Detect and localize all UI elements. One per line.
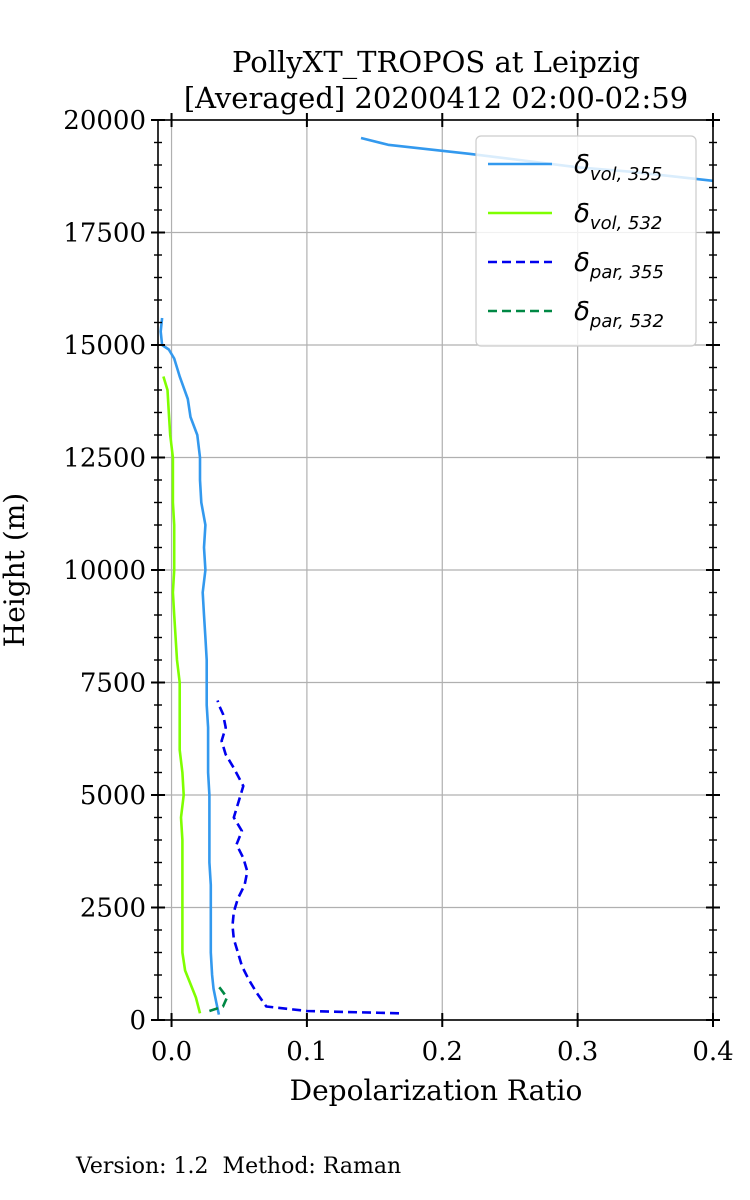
legend-subscript: vol, 532 — [590, 213, 662, 234]
series-line-par-355-3 — [216, 700, 400, 1015]
y-tick-label: 15000 — [63, 331, 146, 361]
y-tick-label: 0 — [129, 1006, 146, 1036]
legend-symbol: δ — [574, 150, 590, 180]
legend-entry: δpar, 532 — [574, 297, 664, 332]
legend-entry: δpar, 355 — [574, 248, 664, 283]
legend-symbol: δ — [574, 297, 590, 327]
legend-symbol: δ — [574, 248, 590, 278]
x-axis-label: Depolarization Ratio — [290, 1074, 583, 1107]
x-tick-label: 0.1 — [286, 1037, 327, 1067]
legend-subscript: par, 532 — [589, 311, 664, 332]
y-tick-label: 2500 — [80, 894, 146, 924]
x-tick-label: 0.4 — [692, 1037, 733, 1067]
x-tick-label: 0.0 — [151, 1037, 192, 1067]
legend-entry: δvol, 532 — [574, 199, 662, 234]
y-tick-label: 12500 — [63, 444, 146, 474]
y-axis-label: Height (m) — [0, 493, 31, 647]
version-label: Version: 1.2 — [76, 1154, 209, 1179]
method-label: Method: Raman — [222, 1154, 402, 1179]
x-tick-label: 0.3 — [557, 1037, 598, 1067]
legend-entry: δvol, 355 — [574, 150, 662, 185]
legend-subscript: par, 355 — [589, 262, 664, 283]
y-tick-label: 20000 — [63, 106, 146, 136]
legend-symbol: δ — [574, 199, 590, 229]
series-line-vol-532-2 — [162, 376, 202, 1014]
y-tick-label: 7500 — [80, 669, 146, 699]
series-line-vol-355-0 — [159, 317, 221, 1015]
y-tick-label: 10000 — [63, 556, 146, 586]
chart-title-line2: [Averaged] 20200412 02:00-02:59 — [184, 81, 688, 115]
legend-box — [475, 135, 697, 347]
x-tick-label: 0.2 — [422, 1037, 463, 1067]
legend-subscript: vol, 355 — [590, 164, 662, 185]
footer: Version: 1.2 Method: Raman — [76, 1154, 401, 1179]
chart-title-line1: PollyXT_TROPOS at Leipzig — [232, 45, 640, 80]
y-tick-label: 5000 — [80, 781, 146, 811]
y-tick-label: 17500 — [63, 219, 146, 249]
axis-ticks: 0 2500 5000 7500 10000 12500 15000 17500 20000 0.… — [63, 106, 733, 1067]
